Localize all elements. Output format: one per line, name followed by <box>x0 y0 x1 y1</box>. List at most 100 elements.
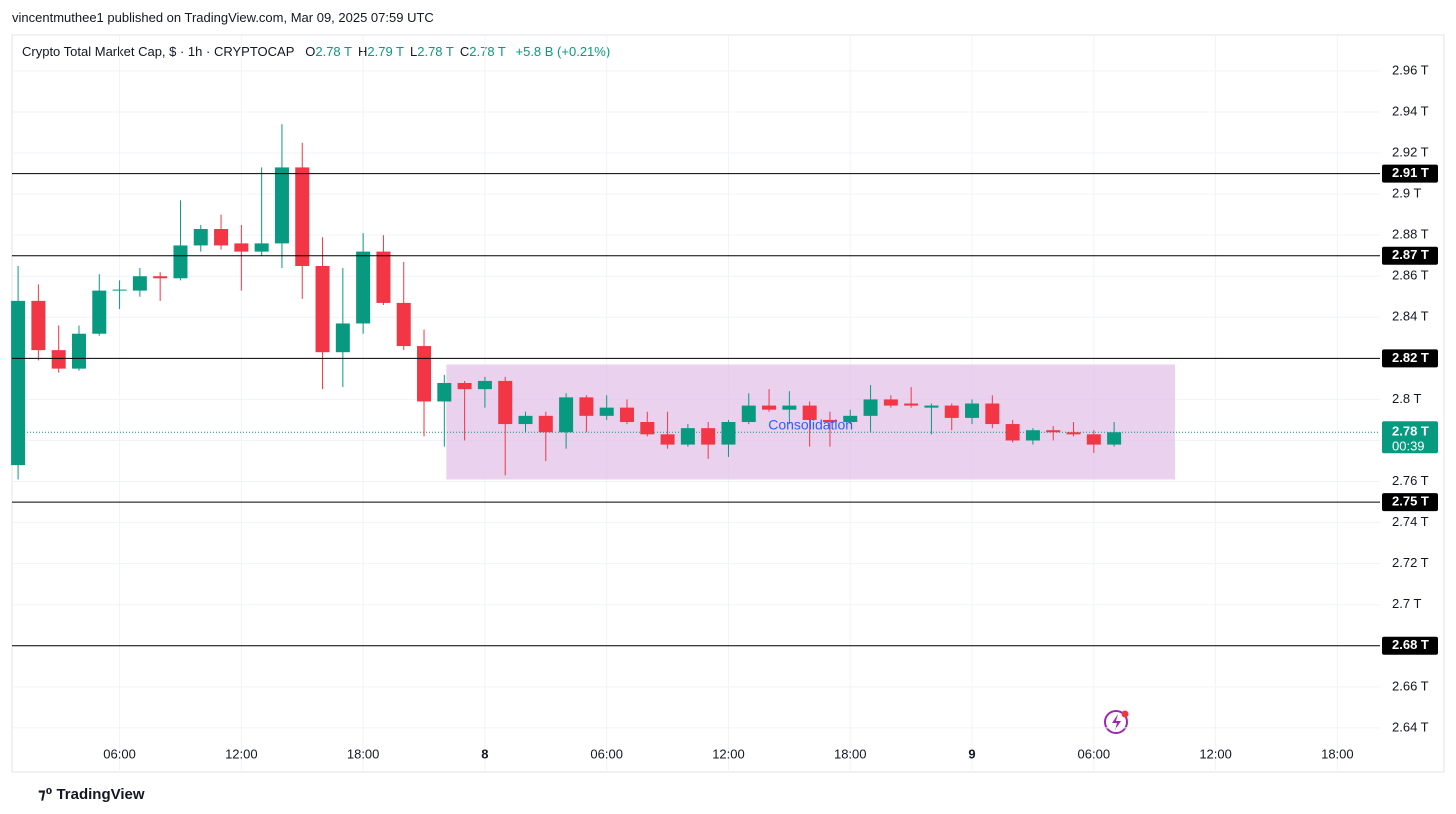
candle-body <box>843 415 858 423</box>
y-tick-label: 2.7 T <box>1392 596 1421 611</box>
candle-body <box>924 405 939 408</box>
candle-body <box>417 346 432 402</box>
candle-body <box>538 415 553 433</box>
candle-body <box>1086 434 1101 445</box>
y-tick-label: 2.74 T <box>1392 514 1429 529</box>
countdown: 00:39 <box>1392 439 1425 454</box>
x-tick-label: 18:00 <box>1321 746 1354 761</box>
y-tick-label: 2.8 T <box>1392 391 1421 406</box>
candle-body <box>335 323 350 353</box>
candle-body <box>1066 432 1081 435</box>
candle-body <box>153 276 168 279</box>
x-tick-label: 06:00 <box>1078 746 1111 761</box>
candle-body <box>193 229 208 246</box>
price-tag-label: 2.78 T <box>1392 424 1429 439</box>
level-tag <box>1382 636 1438 655</box>
candle-body <box>559 397 574 433</box>
candle-body <box>11 300 26 466</box>
candle-body <box>640 422 655 435</box>
candle-body <box>315 265 330 353</box>
level-label: 2.91 T <box>1392 165 1429 180</box>
lightning-icon <box>1104 710 1129 734</box>
x-tick-label: 12:00 <box>712 746 745 761</box>
change: +5.8 B (+0.21%) <box>515 44 611 59</box>
y-tick-label: 2.76 T <box>1392 473 1429 488</box>
candle-body <box>619 407 634 423</box>
y-tick-label: 2.94 T <box>1392 103 1429 118</box>
candle-body <box>51 350 66 369</box>
candle-body <box>883 399 898 406</box>
candle-body <box>274 167 289 244</box>
candle-body <box>721 422 736 445</box>
x-tick-label: 9 <box>968 746 975 761</box>
candle-body <box>92 290 107 334</box>
y-tick-label: 2.92 T <box>1392 144 1429 159</box>
y-tick-label: 2.64 T <box>1392 719 1429 734</box>
candle-body <box>254 243 269 252</box>
level-tag <box>1382 164 1438 183</box>
candle-body <box>437 382 452 402</box>
candle-body <box>356 251 371 324</box>
candle-body <box>214 229 229 246</box>
candle-body <box>477 380 492 390</box>
candle-body <box>71 333 86 369</box>
level-tag <box>1382 246 1438 265</box>
candle-body <box>579 397 594 416</box>
candle-body <box>904 403 919 406</box>
y-tick-label: 2.9 T <box>1392 186 1421 201</box>
candle-body <box>782 405 797 410</box>
x-tick-label: 8 <box>481 746 488 761</box>
candle-body <box>1005 424 1020 441</box>
candle-body <box>822 419 837 423</box>
candle-body <box>112 289 127 291</box>
candle-body <box>31 300 46 351</box>
candle-body <box>173 245 188 279</box>
candle-body <box>518 415 533 425</box>
candle-body <box>132 276 147 291</box>
ohlc-value: 2.79 T <box>367 44 404 59</box>
level-tag <box>1382 493 1438 512</box>
level-label: 2.75 T <box>1392 494 1429 509</box>
level-tag <box>1382 349 1438 368</box>
y-tick-label: 2.72 T <box>1392 555 1429 570</box>
ohlc-key: C <box>459 44 470 59</box>
x-tick-label: 18:00 <box>347 746 380 761</box>
candle-body <box>599 407 614 416</box>
candle-body <box>863 399 878 416</box>
candle-body <box>1107 432 1122 445</box>
symbol-title: Crypto Total Market Cap, $ · 1h · CRYPTO… <box>22 44 295 59</box>
candle-body <box>965 403 980 418</box>
candle-body <box>802 405 817 420</box>
candle-body <box>234 243 249 252</box>
level-label: 2.82 T <box>1392 350 1429 365</box>
y-tick-label: 2.86 T <box>1392 268 1429 283</box>
y-tick-label: 2.84 T <box>1392 309 1429 324</box>
y-tick-label: 2.66 T <box>1392 678 1429 693</box>
level-label: 2.68 T <box>1392 637 1429 652</box>
x-tick-label: 06:00 <box>590 746 623 761</box>
y-tick-label: 2.96 T <box>1392 62 1429 77</box>
footer: ⁊⁰ TradingView <box>38 785 145 803</box>
ohlc-value: 2.78 T <box>315 44 352 59</box>
candle-body <box>1046 430 1061 433</box>
ohlc-value: 2.78 T <box>469 44 506 59</box>
x-tick-label: 06:00 <box>103 746 136 761</box>
candle-body <box>457 382 472 390</box>
level-label: 2.87 T <box>1392 247 1429 262</box>
price-tag <box>1382 421 1438 454</box>
candle-body <box>680 428 695 445</box>
y-tick-label: 2.88 T <box>1392 227 1429 242</box>
candle-body <box>498 380 513 425</box>
candle-body <box>1025 430 1040 441</box>
candle-body <box>762 405 777 410</box>
logo: ⁊⁰ <box>38 785 53 803</box>
published-line: vincentmuthee1 published on TradingView.… <box>12 10 434 25</box>
footer-text: TradingView <box>56 786 145 803</box>
ohlc-value: 2.78 T <box>417 44 454 59</box>
candle-body <box>985 403 1000 425</box>
box-label: Consolidation <box>768 417 853 433</box>
x-tick-label: 12:00 <box>225 746 258 761</box>
x-tick-label: 12:00 <box>1199 746 1232 761</box>
